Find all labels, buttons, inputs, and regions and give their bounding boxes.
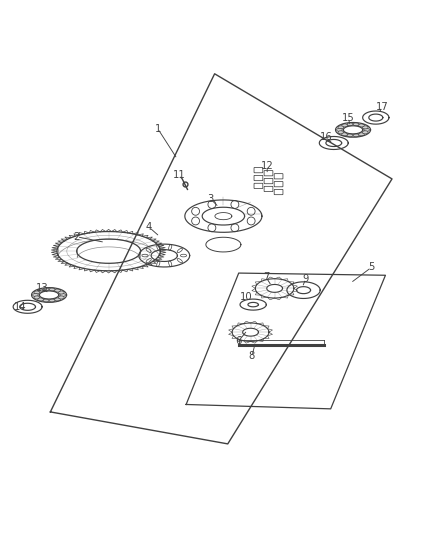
- Text: 3: 3: [207, 193, 213, 204]
- Text: 17: 17: [375, 102, 389, 111]
- Ellipse shape: [32, 294, 39, 296]
- Ellipse shape: [58, 291, 64, 294]
- Ellipse shape: [338, 131, 344, 134]
- Ellipse shape: [353, 134, 359, 137]
- Ellipse shape: [362, 126, 368, 129]
- Ellipse shape: [347, 123, 353, 126]
- Ellipse shape: [364, 128, 370, 131]
- Text: 6: 6: [236, 336, 242, 346]
- Ellipse shape: [362, 131, 368, 134]
- Text: 12: 12: [261, 161, 274, 171]
- Ellipse shape: [34, 291, 40, 294]
- Text: 1: 1: [155, 124, 161, 134]
- Text: 4: 4: [146, 222, 152, 232]
- Ellipse shape: [43, 288, 49, 291]
- Ellipse shape: [58, 296, 64, 299]
- Ellipse shape: [353, 123, 359, 126]
- Ellipse shape: [38, 289, 43, 292]
- Ellipse shape: [49, 288, 55, 291]
- Ellipse shape: [55, 298, 60, 301]
- Ellipse shape: [359, 133, 364, 136]
- Ellipse shape: [342, 133, 347, 136]
- Text: 15: 15: [342, 112, 355, 123]
- Ellipse shape: [336, 128, 343, 131]
- Ellipse shape: [34, 296, 40, 299]
- Text: 8: 8: [249, 351, 255, 361]
- Ellipse shape: [55, 289, 60, 292]
- Text: 14: 14: [14, 302, 26, 312]
- Text: 7: 7: [263, 272, 269, 282]
- Ellipse shape: [347, 134, 353, 137]
- Text: 11: 11: [173, 169, 186, 180]
- Text: 2: 2: [74, 232, 80, 242]
- Text: 13: 13: [36, 282, 49, 293]
- Ellipse shape: [359, 124, 364, 127]
- Ellipse shape: [342, 124, 347, 127]
- Ellipse shape: [43, 299, 49, 302]
- Ellipse shape: [60, 294, 66, 296]
- Text: 16: 16: [320, 132, 333, 142]
- Ellipse shape: [49, 299, 55, 302]
- Text: 9: 9: [303, 274, 309, 284]
- Ellipse shape: [38, 298, 43, 301]
- Ellipse shape: [338, 126, 344, 129]
- Text: 10: 10: [240, 292, 253, 302]
- Text: 5: 5: [368, 262, 374, 272]
